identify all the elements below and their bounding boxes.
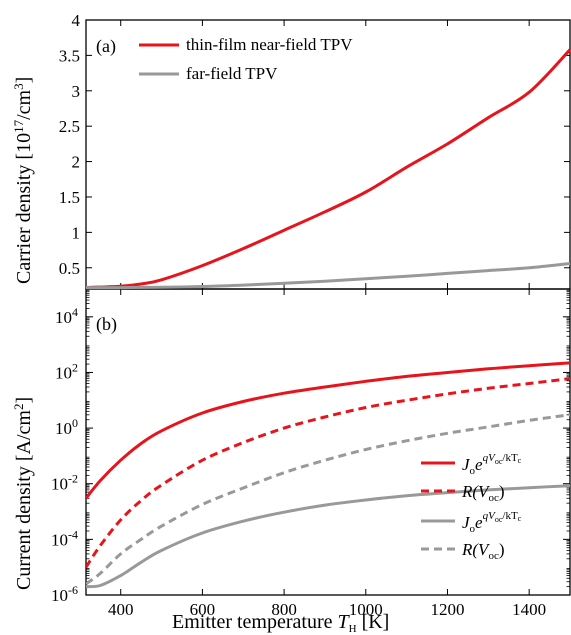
panel-a-ytick-label: 1.5 <box>59 188 80 207</box>
panel-b-ytick-label: 100 <box>55 416 78 438</box>
panel-a-ticks: 0.5 1 1.5 2 2.5 3 3.5 4 <box>59 11 570 289</box>
panel-b-series-line-3 <box>86 484 570 589</box>
panel-a-frame <box>85 19 571 290</box>
x-axis-label: Emitter temperature TH [K] <box>172 611 389 635</box>
legend-b-label-near-r: R(Voc) <box>461 482 505 504</box>
panel-b-ytick-label: 102 <box>55 360 78 382</box>
panel-b-ticks: 400 600 800 1000 1200 1400 10-6 10-4 10-2 100 102 1… <box>51 289 570 619</box>
legend-b: JoeqVoc/kTc R(Voc) JoeqVoc/kTc R(Voc) <box>421 452 522 562</box>
panel-b-series-line-1 <box>86 361 570 500</box>
panel-b-ylabel: Current density [A/cm2] <box>11 397 35 590</box>
x-tick-label: 400 <box>108 600 134 619</box>
panel-b-frame <box>85 288 571 596</box>
legend-a-label-near: thin-film near-field TPV <box>186 35 353 54</box>
panel-a-ylabel: Carrier density [1017/cm3] <box>11 77 35 284</box>
panel-b-series-line-2 <box>86 377 570 569</box>
panel-a-ytick-label: 3 <box>72 82 81 101</box>
panel-a-label: (a) <box>96 36 116 57</box>
panel-b-ytick-label: 10-4 <box>51 527 78 549</box>
legend-a: thin-film near-field TPV far-field TPV <box>139 35 353 83</box>
panel-b-label: (b) <box>96 314 117 335</box>
panel-b-ytick-label: 10-2 <box>51 472 78 494</box>
panel-a-ytick-label: 1 <box>72 223 81 242</box>
x-tick-label: 600 <box>190 600 216 619</box>
x-tick-label: 1000 <box>349 600 383 619</box>
panel-b-series <box>86 361 570 589</box>
panel-a-ytick-label: 2.5 <box>59 117 80 136</box>
panel-a-series-line-1 <box>85 48 571 290</box>
panel-b-ytick-label: 10-6 <box>51 583 78 605</box>
panel-a-ytick-label: 4 <box>72 11 81 30</box>
legend-b-label-near-j: JoeqVoc/kTc <box>462 452 522 477</box>
legend-b-label-far-j: JoeqVoc/kTc <box>462 510 522 535</box>
x-tick-label: 1200 <box>430 600 464 619</box>
panel-b-series-line-4 <box>86 413 570 586</box>
panel-a-series <box>85 48 571 290</box>
panel-a-ytick-label: 0.5 <box>59 259 80 278</box>
panel-a-ytick-label: 3.5 <box>59 46 80 65</box>
x-tick-label: 800 <box>271 600 297 619</box>
x-tick-label: 1400 <box>512 600 546 619</box>
panel-a-ytick-label: 2 <box>72 153 81 172</box>
panel-b-ytick-label: 104 <box>55 305 78 327</box>
legend-b-label-far-r: R(Voc) <box>461 540 505 562</box>
legend-a-label-far: far-field TPV <box>186 64 278 83</box>
panel-a-series-line-2 <box>86 262 571 290</box>
